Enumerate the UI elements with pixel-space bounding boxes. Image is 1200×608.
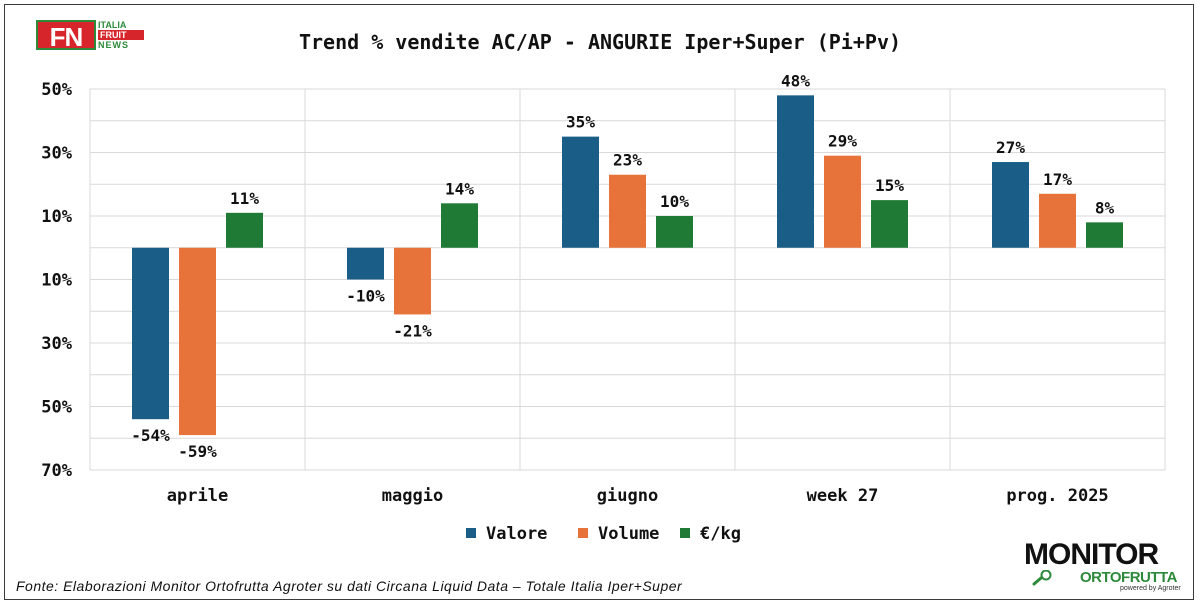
bar (347, 247, 384, 280)
data-label: 17% (1043, 170, 1072, 189)
chart-title: Trend % vendite AC/AP - ANGURIE Iper+Sup… (298, 30, 902, 54)
legend-label: Volume (598, 524, 659, 544)
x-tick-label: aprile (167, 486, 228, 506)
legend-label: €/kg (700, 524, 741, 544)
bar (777, 95, 814, 248)
bar (1086, 222, 1123, 248)
data-label: 29% (828, 132, 857, 151)
bar (824, 155, 861, 248)
x-tick-label: week 27 (807, 486, 879, 506)
y-tick-label: 10% (41, 271, 72, 291)
legend-swatch (578, 528, 588, 538)
brand-bottom: ORTOFRUTTA (1080, 569, 1177, 586)
y-tick-label: 50% (41, 398, 72, 418)
legend-swatch (680, 528, 690, 538)
data-label: -59% (178, 442, 217, 461)
logo-line-3: NEWS (98, 40, 129, 50)
y-tick-label: 50% (41, 80, 72, 100)
data-label: 15% (875, 176, 904, 195)
bar (562, 136, 599, 248)
logo-line-2: FRUIT (98, 30, 144, 40)
x-tick-label: giugno (597, 486, 658, 506)
data-label: 35% (566, 113, 595, 132)
bar (1039, 193, 1076, 248)
logo-line-1: ITALIA (98, 20, 127, 30)
x-tick-label: maggio (382, 486, 443, 506)
x-tick-label: prog. 2025 (1006, 486, 1108, 506)
bar (132, 247, 169, 420)
data-label: 48% (781, 71, 810, 90)
data-label: 27% (996, 138, 1025, 157)
bar (226, 212, 263, 248)
bar (656, 216, 693, 248)
bar (179, 247, 216, 436)
data-label: -21% (393, 321, 432, 340)
brand-top: MONITOR (1024, 538, 1159, 571)
y-tick-label: 30% (41, 334, 72, 354)
italia-fruit-news-logo: FN ITALIA FRUIT NEWS (36, 20, 146, 52)
data-label: -54% (131, 426, 170, 445)
data-label: -10% (346, 287, 385, 306)
bar (871, 200, 908, 248)
logo-mark: FN (36, 20, 96, 52)
data-label: 23% (613, 151, 642, 170)
magnifier-icon (1032, 570, 1052, 586)
y-tick-label: 10% (41, 207, 72, 227)
source-note: Fonte: Elaborazioni Monitor Ortofrutta A… (16, 578, 683, 594)
legend-swatch (466, 528, 476, 538)
brand-sub: powered by Agroter (1120, 585, 1181, 592)
legend-label: Valore (486, 524, 547, 544)
data-label: 10% (660, 192, 689, 211)
data-label: 8% (1095, 198, 1115, 217)
chart-frame (4, 4, 1194, 600)
monitor-ortofrutta-logo: MONITOR ORTOFRUTTA powered by Agroter (1024, 538, 1184, 593)
bar (992, 162, 1029, 248)
data-label: 14% (445, 179, 474, 198)
bar (609, 174, 646, 248)
bar (394, 247, 431, 315)
data-label: 11% (230, 189, 259, 208)
bar (441, 203, 478, 248)
y-tick-label: 30% (41, 144, 72, 164)
y-tick-label: 70% (41, 461, 72, 481)
